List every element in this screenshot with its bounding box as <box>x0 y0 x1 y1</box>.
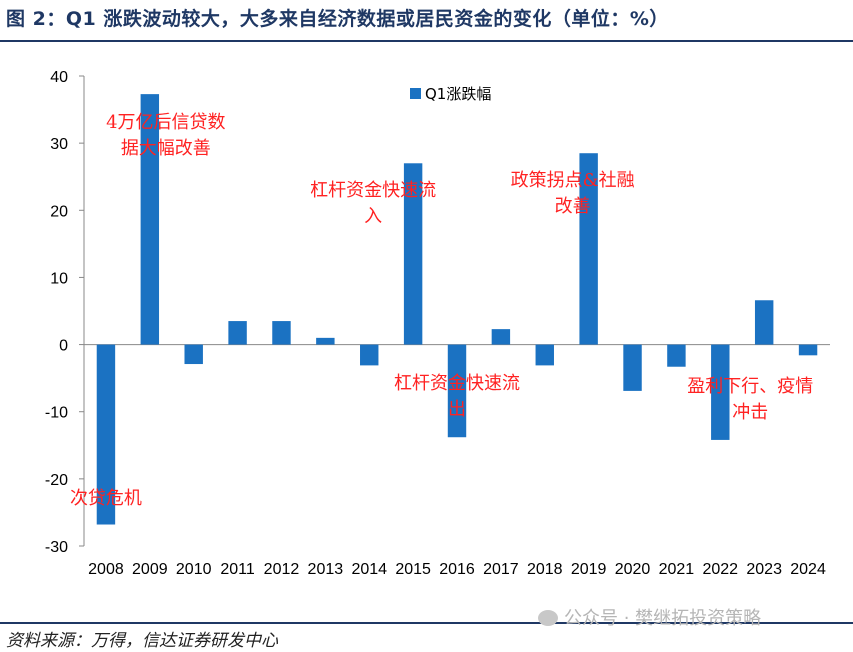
annotation-text: 据大幅改善 <box>121 138 211 159</box>
bar <box>798 344 818 356</box>
annotation-text: 入 <box>364 206 382 227</box>
bar <box>403 163 423 345</box>
annotation-text: 冲击 <box>732 402 768 423</box>
annotation-text: 盈利下行、疫情 <box>687 376 813 397</box>
chart-title: 图 2：Q1 涨跌波动较大，大多来自经济数据或居民资金的变化（单位：%） <box>6 8 669 30</box>
annotation-text: 次贷危机 <box>70 488 142 509</box>
title-divider <box>0 40 853 42</box>
y-tick-label: -20 <box>45 472 68 489</box>
x-tick-label: 2024 <box>790 561 826 578</box>
bar <box>754 300 774 345</box>
bar <box>228 321 247 345</box>
legend-label: Q1涨跌幅 <box>425 85 491 103</box>
annotation-text: 杠杆资金快速流 <box>310 180 436 201</box>
x-tick-label: 2014 <box>351 561 387 578</box>
x-tick-label: 2015 <box>395 561 431 578</box>
legend: Q1涨跌幅 <box>410 85 491 103</box>
watermark-text: 公众号 · 樊继拓投资策略 <box>564 608 762 629</box>
watermark: 公众号 · 樊继拓投资策略 <box>538 604 761 630</box>
legend-swatch <box>410 88 421 99</box>
annotations: 4万亿后信贷数据大幅改善杠杆资金快速流入政策拐点&社融改善杠杆资金快速流出盈利下… <box>70 112 813 509</box>
x-tick-label: 2016 <box>439 561 475 578</box>
y-tick-label: 40 <box>50 69 68 86</box>
bar <box>184 344 203 365</box>
bar <box>272 321 291 345</box>
x-tick-label: 2020 <box>615 561 651 578</box>
bar <box>491 329 511 345</box>
x-tick-label: 2012 <box>264 561 300 578</box>
bar <box>579 153 598 345</box>
bar <box>711 344 730 440</box>
y-tick-label: 0 <box>59 338 68 355</box>
footer-divider <box>0 622 853 624</box>
annotation-text: 政策拐点&社融 <box>511 170 635 191</box>
source-note: 资料来源：万得，信达证券研发中心 <box>6 631 278 651</box>
bar <box>140 94 160 345</box>
y-tick-label: 10 <box>50 270 68 287</box>
annotation-text: 改善 <box>555 196 591 217</box>
bar <box>535 344 554 366</box>
bar <box>96 344 116 525</box>
x-tick-label: 2017 <box>483 561 519 578</box>
bar <box>360 344 379 366</box>
x-tick-label: 2008 <box>88 561 124 578</box>
x-tick-label: 2011 <box>220 561 255 578</box>
x-tick-label: 2019 <box>571 561 607 578</box>
wechat-icon <box>538 610 558 626</box>
bar <box>623 344 642 391</box>
x-tick-label: 2009 <box>132 561 168 578</box>
annotation-text: 4万亿后信贷数 <box>106 112 225 133</box>
bar <box>667 344 686 367</box>
x-tick-label: 2022 <box>702 561 738 578</box>
annotation-text: 出 <box>448 399 466 420</box>
bar <box>447 344 467 438</box>
x-tick-label: 2010 <box>176 561 212 578</box>
x-tick-label: 2013 <box>308 561 344 578</box>
y-tick-label: -10 <box>45 405 68 422</box>
x-tick-label: 2023 <box>746 561 782 578</box>
y-tick-label: 20 <box>50 203 68 220</box>
bars <box>96 94 818 525</box>
y-tick-label: -30 <box>45 539 68 556</box>
x-tick-label: 2021 <box>659 561 695 578</box>
x-tick-label: 2018 <box>527 561 563 578</box>
annotation-text: 杠杆资金快速流 <box>394 373 520 394</box>
bar <box>316 337 335 345</box>
y-tick-label: 30 <box>50 136 68 153</box>
